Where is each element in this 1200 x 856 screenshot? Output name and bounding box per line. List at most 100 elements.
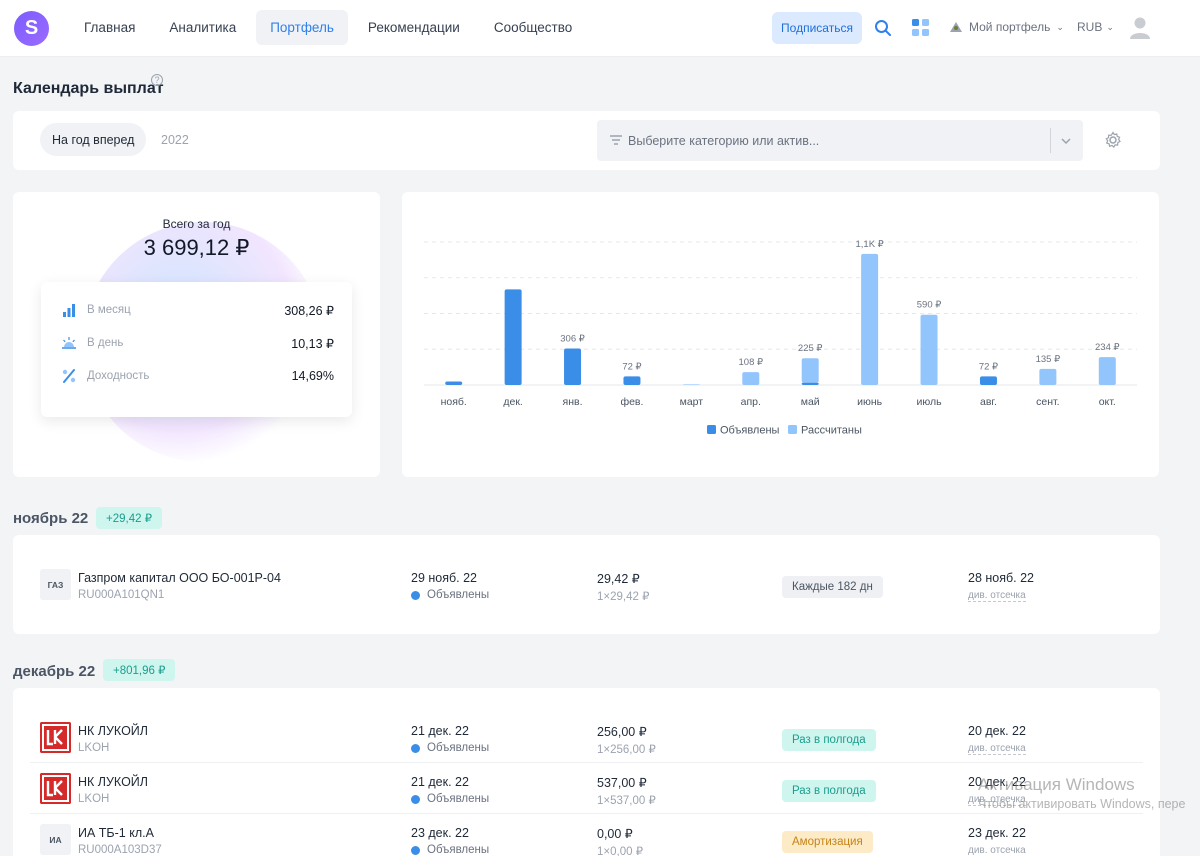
search-icon[interactable] (874, 19, 892, 37)
lukoil-logo (40, 722, 71, 753)
data-label: 135 ₽ (1036, 354, 1061, 365)
payments-bar-chart: нояб. дек. 306 ₽ янв. 72 ₽ фев. март 108 ₽ апр. 2… (424, 239, 1137, 437)
main-nav: Главная Аналитика Портфель Рекомендации … (70, 10, 592, 45)
app-logo[interactable]: S (14, 11, 49, 46)
nav-home[interactable]: Главная (84, 20, 136, 35)
stat-value: 10,13 ₽ (291, 336, 334, 351)
payment-status: Объявлены (411, 844, 489, 856)
x-tick-label: дек. (503, 396, 522, 408)
month-title: декабрь 22 (13, 663, 96, 680)
frequency-badge: Каждые 182 дн (782, 576, 883, 598)
select-divider (1050, 128, 1051, 153)
bar-Объявлены (445, 381, 463, 385)
nav-community[interactable]: Сообщество (493, 20, 573, 35)
nav-portfolio[interactable]: Портфель (256, 10, 348, 45)
bar-Объявлены (623, 376, 641, 385)
payment-calc: 1×29,42 ₽ (597, 591, 650, 603)
table-row[interactable]: ГАЗ Газпром капитал ООО БО-001Р-04 RU000… (30, 560, 1143, 610)
payment-calc: 1×256,00 ₽ (597, 744, 656, 756)
bar-Рассчитаны (682, 384, 700, 385)
portfolio-selector[interactable]: Мой портфель ⌄ (949, 20, 1064, 34)
legend-swatch (788, 425, 797, 434)
x-tick-label: янв. (563, 396, 583, 408)
subscribe-button[interactable]: Подписаться (772, 12, 862, 44)
status-dot-icon (411, 590, 420, 600)
chevron-down-icon: ⌄ (1056, 21, 1064, 32)
tab-2022[interactable]: 2022 (161, 133, 189, 147)
legend-label: Объявлены (720, 425, 780, 437)
bar-Рассчитаны (1039, 368, 1057, 385)
data-label: 72 ₽ (622, 361, 642, 372)
frequency-badge: Раз в полгода (782, 780, 876, 802)
payment-amount: 537,00 ₽ (597, 776, 647, 790)
payment-date: 21 дек. 22 (411, 775, 469, 789)
filter-bar: На год вперед 2022 Выберите категорию ил… (13, 111, 1160, 170)
category-select[interactable]: Выберите категорию или актив... (597, 120, 1083, 161)
total-value: 3 699,12 ₽ (143, 235, 250, 260)
data-label: 234 ₽ (1095, 342, 1120, 353)
currency-selector[interactable]: RUB ⌄ (1077, 20, 1114, 34)
stat-label: В месяц (87, 304, 131, 316)
stat-per-day: В день 10,13 ₽ (61, 333, 334, 353)
bar-Рассчитаны (801, 358, 819, 383)
sunrise-icon (62, 337, 76, 349)
table-row[interactable]: НК ЛУКОЙЛ LKOH 21 дек. 22 Объявлены 256,… (30, 713, 1143, 763)
status-dot-icon (411, 794, 420, 804)
payment-date: 29 нояб. 22 (411, 571, 478, 585)
asset-ticker: RU000A101QN1 (78, 589, 165, 601)
x-tick-label: фев. (620, 396, 643, 408)
gear-icon[interactable] (1104, 131, 1122, 149)
cutoff-label[interactable]: див. отсечка (968, 845, 1026, 856)
asset-ticker: LKOH (78, 742, 110, 754)
payment-date: 21 дек. 22 (411, 724, 469, 738)
data-label: 590 ₽ (917, 300, 942, 311)
payments-list-december: НК ЛУКОЙЛ LKOH 21 дек. 22 Объявлены 256,… (13, 688, 1160, 856)
data-label: 72 ₽ (979, 361, 999, 372)
month-total-badge: +801,96 ₽ (103, 659, 176, 681)
bar-Рассчитаны (1098, 357, 1116, 385)
table-row[interactable]: ИА ИА ТБ-1 кл.А RU000A103D37 23 дек. 22 … (30, 815, 1143, 856)
percent-icon (62, 369, 76, 383)
legend-swatch (707, 425, 716, 434)
user-avatar-icon[interactable] (1129, 16, 1151, 40)
data-label: 306 ₽ (560, 334, 585, 345)
payment-date: 23 дек. 22 (411, 826, 469, 840)
payment-calc: 1×0,00 ₽ (597, 846, 644, 856)
total-label: Всего за год (162, 217, 231, 231)
table-row[interactable]: НК ЛУКОЙЛ LKOH 21 дек. 22 Объявлены 537,… (30, 764, 1143, 814)
asset-name[interactable]: НК ЛУКОЙЛ (78, 775, 148, 789)
cutoff-date: 20 дек. 22 (968, 724, 1026, 738)
cutoff-label[interactable]: див. отсечка (968, 743, 1026, 755)
bar-Рассчитаны (742, 372, 760, 385)
help-icon[interactable]: ? (151, 74, 163, 86)
filter-icon (610, 135, 622, 145)
data-label: 1,1K ₽ (856, 239, 885, 250)
x-tick-label: март (680, 396, 704, 408)
asset-ticker: RU000A103D37 (78, 844, 162, 856)
cutoff-label[interactable]: див. отсечка (968, 590, 1026, 602)
apps-grid-icon[interactable] (912, 19, 930, 37)
payment-status: Объявлены (411, 742, 489, 754)
bar-Рассчитаны (861, 253, 879, 385)
stat-value: 14,69% (291, 369, 334, 383)
asset-name[interactable]: ИА ТБ-1 кл.А (78, 826, 154, 840)
payment-status: Объявлены (411, 589, 489, 601)
nav-recommendations[interactable]: Рекомендации (367, 20, 460, 35)
nav-analytics[interactable]: Аналитика (169, 20, 237, 35)
x-tick-label: апр. (741, 396, 761, 408)
tab-year-ahead[interactable]: На год вперед (40, 123, 147, 156)
bar-Объявлены (504, 289, 522, 385)
chevron-down-icon[interactable] (1059, 134, 1073, 148)
frequency-badge: Раз в полгода (782, 729, 876, 751)
legend-label: Рассчитаны (801, 425, 862, 437)
lukoil-logo (40, 773, 71, 804)
asset-name[interactable]: НК ЛУКОЙЛ (78, 724, 148, 738)
x-tick-label: нояб. (441, 396, 467, 408)
bar-chart-icon (63, 304, 75, 317)
page-title: Календарь выплат (13, 80, 164, 97)
stat-yield: Доходность 14,69% (61, 366, 334, 386)
portfolio-name: Мой портфель (969, 20, 1051, 34)
asset-name[interactable]: Газпром капитал ООО БО-001Р-04 (78, 571, 281, 585)
currency-label: RUB (1077, 20, 1103, 34)
cutoff-label[interactable]: див. отсечка (968, 794, 1026, 806)
